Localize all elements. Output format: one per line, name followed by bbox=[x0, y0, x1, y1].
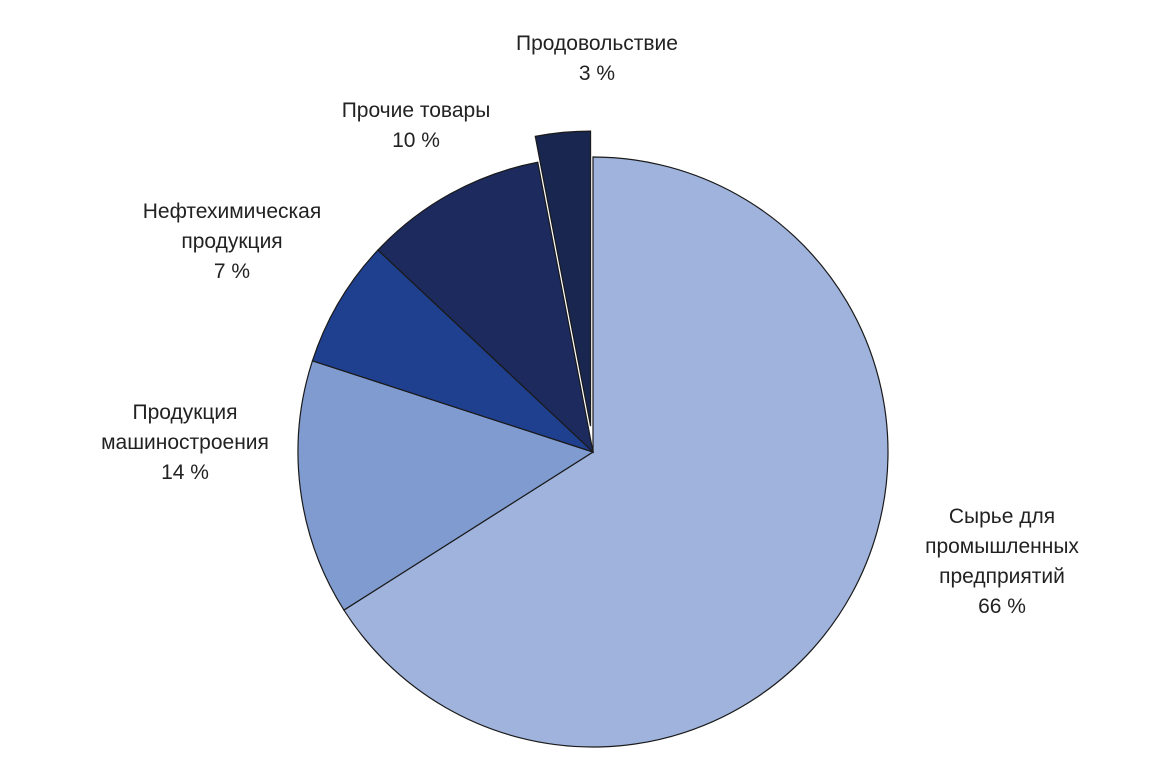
value-label: 14 % bbox=[161, 461, 209, 484]
pie-slice bbox=[343, 156, 889, 748]
value-label: 3 % bbox=[578, 62, 616, 85]
pie-slice bbox=[534, 130, 592, 427]
slice-label: Нефтехимическая продукция 7 % bbox=[117, 197, 347, 287]
category-label: Прочие товары bbox=[341, 99, 491, 122]
category-label: Продукция машиностроения bbox=[101, 401, 269, 454]
pie-slice bbox=[377, 161, 594, 454]
value-label: 66 % bbox=[978, 595, 1026, 618]
value-label: 7 % bbox=[213, 260, 251, 283]
value-label: 10 % bbox=[392, 129, 440, 152]
category-label: Сырье для промышленных предприятий bbox=[925, 505, 1079, 588]
category-label: Продовольствие bbox=[516, 32, 678, 55]
slice-label: Продукция машиностроения 14 % bbox=[80, 398, 290, 488]
slice-label: Прочие товары 10 % bbox=[266, 96, 566, 156]
slice-label: Сырье для промышленных предприятий 66 % bbox=[912, 502, 1092, 622]
category-label: Нефтехимическая продукция bbox=[142, 200, 322, 253]
pie-slice bbox=[297, 360, 595, 611]
pie-slice bbox=[311, 249, 594, 453]
slice-label: Продовольствие 3 % bbox=[447, 29, 747, 89]
